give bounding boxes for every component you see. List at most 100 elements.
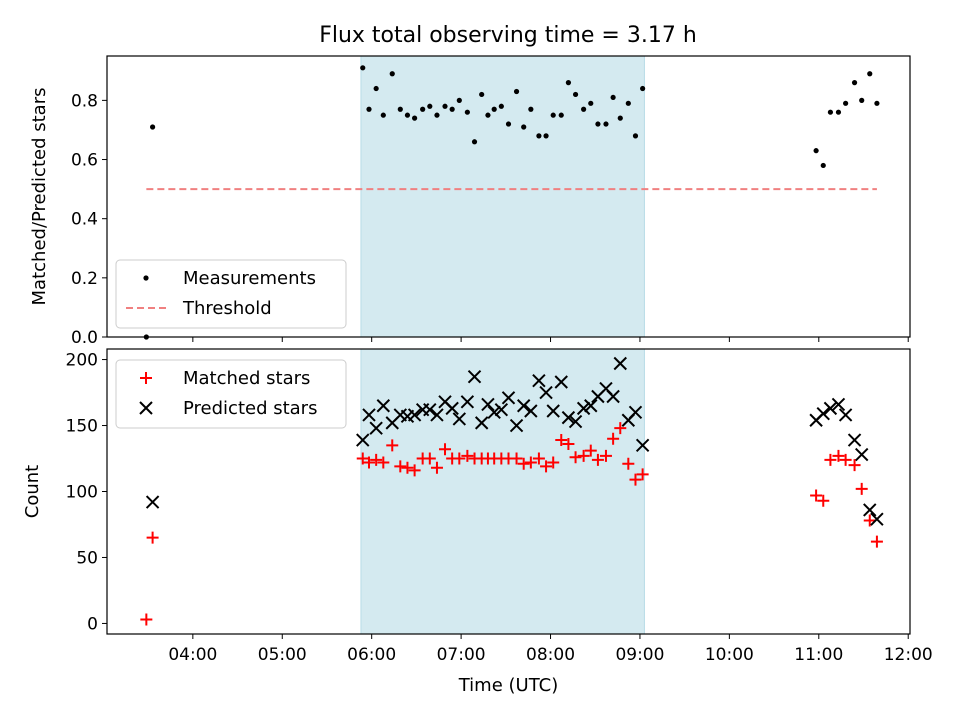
matched-stars-point [439,443,452,456]
legend-marker-dot [143,275,149,281]
legend-label: Predicted stars [183,398,317,419]
x-tick-label: 06:00 [347,645,396,665]
y-tick-label: 0 [87,614,98,634]
matched-stars-point [401,461,414,474]
matched-stars-point [547,456,560,469]
predicted-stars-point [516,399,531,413]
predicted-stars-point [452,412,467,426]
predicted-stars-point [494,402,509,417]
legend-box [115,359,347,429]
measurements-point [442,103,448,109]
predicted-stars-point [568,414,583,429]
matched-stars-point [810,489,823,502]
figure-title: Flux total observing time = 3.17 h [319,23,697,48]
predicted-stars-point [576,401,591,416]
measurements-point [603,121,609,127]
legend-label: Measurements [183,268,316,289]
measurements-point [851,80,858,86]
legend-label: Threshold [182,298,272,319]
bottom-panel-counts: 0 50 100 150 200 04:00 05:00 06:00 07:00 08:00 09:… [22,348,933,696]
x-tick-label: 07:00 [437,645,486,665]
matched-stars-point [839,453,852,466]
measurements-point [550,112,556,118]
y-tick-label: 0.0 [71,328,98,348]
predicted-stars-point [501,391,516,405]
measurements-point [471,139,478,145]
measurements-point [366,106,372,112]
measurements-point [536,133,542,139]
legend: Matched stars Predicted stars [115,359,347,429]
x-tick-label: 08:00 [526,645,575,665]
predicted-stars-point [356,433,370,447]
measurements-point [543,133,549,139]
matched-stars-point [461,449,474,462]
measurements-point [505,121,512,127]
matched-stars-point [584,444,597,457]
measurements-point [528,106,534,112]
x-tick-label: 11:00 [794,645,843,665]
matched-stars-point [146,531,159,544]
legend-label: Matched stars [183,368,310,389]
legend-marker-plus [140,372,152,384]
y-tick-label: 50 [76,548,98,568]
predicted-stars-point [855,447,869,462]
legend: Measurements Threshold [115,259,347,329]
y-tick-label: 100 [66,483,98,503]
measurements-point [360,65,366,71]
predicted-stars-point [613,356,627,371]
measurements-point [404,112,411,118]
measurements-point [427,103,433,109]
matched-stars-point [430,461,443,474]
predicted-stars-point [831,397,846,412]
predicted-stars-point [524,404,538,418]
measurements-point [843,100,849,106]
predicted-stars-point [823,401,838,416]
matched-stars-point [577,449,590,462]
matched-stars-point [817,494,830,507]
matched-stars-point [832,449,845,462]
y-tick-label: 0.2 [71,269,98,289]
predicted-stars-point [606,389,620,404]
measurements-point [449,106,455,112]
x-tick-label: 10:00 [705,645,754,665]
matched-stars-point [394,460,407,473]
matched-stars-point [622,457,635,470]
predicted-stars-point [145,495,160,509]
predicted-stars-point [838,408,853,422]
measurements-point [610,94,616,101]
predicted-stars-point [628,405,643,420]
measurements-point [456,97,462,103]
predicted-stars-point [481,397,495,412]
predicted-stars-point [546,404,560,418]
predicted-stars-point [369,421,383,435]
legend-box [115,259,347,329]
measurements-point [397,106,403,112]
measurements-point [464,109,470,115]
measurements-point [150,124,156,130]
predicted-stars-point [376,399,391,413]
x-tick-label: 12:00 [884,645,933,665]
matched-stars-point [408,464,421,477]
predicted-stars-point [460,395,475,409]
measurements-point [565,80,572,86]
matched-stars-point [540,460,553,473]
matched-stars-point [599,449,612,462]
measurements-point [874,100,880,106]
x-tick-label: 09:00 [615,645,664,665]
measurements-point [485,112,491,118]
matched-stars-point [607,432,620,445]
predicted-stars-point [870,512,884,526]
matched-stars-point [569,451,582,464]
top-panel-ratio: 0.0 0.2 0.4 0.6 0.8 Matched/Predicted stars Me… [29,55,911,348]
measurements-point [498,103,504,109]
legend-marker-x [139,401,153,415]
x-tick-label: 05:00 [258,645,307,665]
y-tick-label: 150 [66,417,98,437]
matched-stars-point [363,456,376,469]
matched-stars-point [524,456,537,469]
measurements-point [558,112,564,118]
predicted-stars-point [863,503,877,517]
measurements-point [835,109,842,115]
measurements-point [420,106,426,112]
